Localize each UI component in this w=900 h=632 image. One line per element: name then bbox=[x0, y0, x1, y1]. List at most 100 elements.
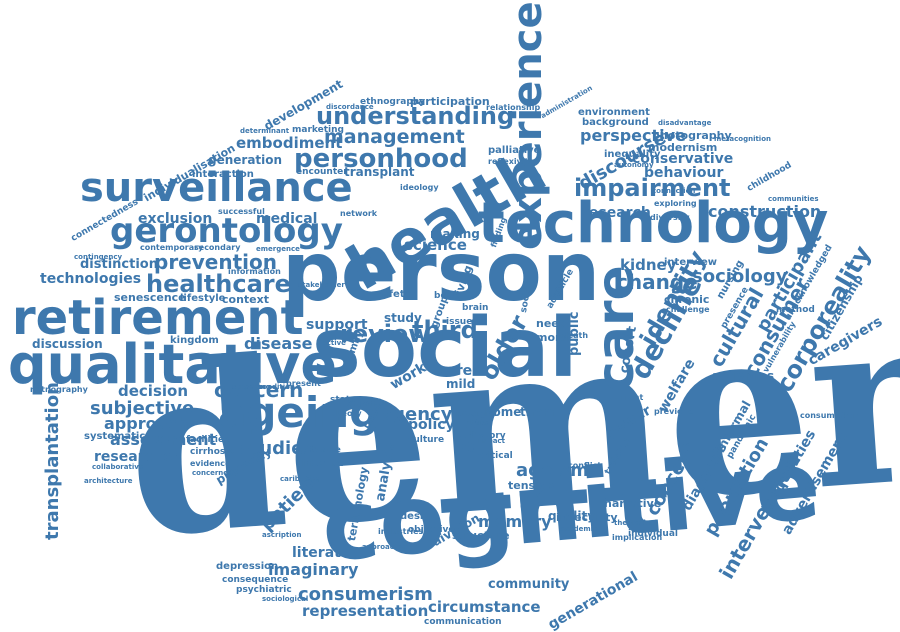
word-change: change bbox=[616, 270, 698, 294]
word-support: support bbox=[306, 317, 368, 333]
word-discordance: discordance bbox=[326, 103, 374, 111]
word-brain: brain bbox=[462, 303, 489, 313]
word-memory: memory bbox=[478, 512, 552, 531]
word-safety: safety bbox=[376, 289, 412, 300]
word-healthcare: healthcare bbox=[146, 270, 291, 298]
word-assessment: assessment bbox=[110, 430, 217, 449]
word-theme: theme bbox=[520, 405, 564, 419]
word-conservative: conservative bbox=[632, 151, 734, 167]
word-person: person bbox=[282, 225, 601, 320]
word-history: history bbox=[470, 431, 506, 441]
word-participation: participation bbox=[410, 95, 490, 108]
word-studies: studies bbox=[240, 438, 315, 459]
word-ethnography: ethnography bbox=[360, 97, 426, 107]
word-caribbean: caribbean bbox=[280, 475, 320, 483]
word-academic: academic bbox=[560, 525, 598, 533]
word-childhood: childhood bbox=[745, 160, 794, 194]
word-gerontology: gerontology bbox=[110, 211, 343, 251]
word-ageism: ageism bbox=[516, 460, 589, 481]
word-ideology: ideology bbox=[400, 183, 439, 192]
word-interaction: interaction bbox=[192, 169, 254, 180]
word-senescence: senescence bbox=[114, 291, 186, 304]
word-lifestyle: lifestyle bbox=[180, 293, 226, 304]
word-diversity: diversity bbox=[650, 213, 690, 222]
word-retirement: retirement bbox=[12, 290, 304, 346]
word-successful: successful bbox=[218, 207, 265, 216]
word-condition: condition bbox=[258, 383, 295, 391]
word-home: home bbox=[484, 405, 522, 419]
word-transplantation: transplantation bbox=[42, 382, 63, 540]
word-carer: carer bbox=[438, 363, 480, 379]
word-objective: objective bbox=[408, 525, 455, 535]
word-review: review bbox=[340, 320, 431, 348]
word-concerned: concerned bbox=[192, 469, 234, 477]
word-challenge: challenge bbox=[666, 305, 710, 314]
word-perspective: perspective bbox=[580, 126, 686, 145]
word-architecture: architecture bbox=[84, 477, 133, 485]
word-theoretical: theoretical bbox=[614, 519, 658, 527]
word-encounter: encounter bbox=[296, 167, 348, 177]
word-contingency: contingency bbox=[74, 253, 123, 261]
word-marketing: marketing bbox=[292, 125, 344, 135]
word-method: method bbox=[776, 305, 815, 315]
word-impact: impact bbox=[478, 437, 505, 445]
word-community: community bbox=[488, 577, 570, 592]
word-issue: issue bbox=[446, 317, 473, 327]
word-evidence: evidence bbox=[190, 459, 231, 468]
word-researcher: researcher bbox=[94, 449, 180, 465]
word-disease: disease bbox=[244, 334, 313, 353]
word-mild: mild bbox=[446, 377, 476, 391]
word-individual: individual bbox=[628, 529, 678, 539]
word-connection: connection bbox=[652, 187, 696, 195]
word-systematic: systematic bbox=[84, 431, 146, 442]
word-activities: activities bbox=[712, 369, 775, 383]
word-psychiatric: psychiatric bbox=[236, 585, 292, 595]
word-emergence: emergence bbox=[256, 245, 300, 253]
word-prevention: prevention bbox=[154, 250, 277, 274]
word-reflexivity: reflexivity bbox=[488, 157, 534, 166]
word-stakeholder: stakeholder bbox=[298, 281, 345, 289]
word-theory: theory bbox=[332, 409, 362, 418]
word-consumption: consumption bbox=[800, 411, 859, 420]
word-literature: literature bbox=[292, 545, 368, 561]
word-metacognition: metacognition bbox=[714, 135, 772, 143]
word-disadvantage: disadvantage bbox=[658, 119, 712, 127]
word-transplant: transplant bbox=[344, 165, 415, 179]
word-distinction: distinction bbox=[80, 257, 158, 272]
word-cirrhosis: cirrhosis bbox=[190, 447, 234, 457]
word-understanding: understanding bbox=[316, 102, 515, 130]
word-kingdom: kingdom bbox=[170, 335, 219, 346]
word-circumstance: circumstance bbox=[428, 598, 541, 616]
word-critical: critical bbox=[478, 451, 513, 461]
word-communication: communication bbox=[424, 617, 502, 627]
word-representation: representation bbox=[302, 602, 429, 620]
word-body: body bbox=[434, 291, 459, 301]
word-tension: tension bbox=[508, 479, 555, 492]
word-decision: decision bbox=[118, 382, 188, 400]
word-impairment: impairment bbox=[574, 174, 731, 202]
word-future: future bbox=[464, 419, 489, 427]
word-medical: medical bbox=[256, 211, 318, 227]
word-structure: structure bbox=[452, 529, 510, 542]
word-need: need bbox=[536, 317, 567, 330]
word-technologies: technologies bbox=[40, 271, 142, 287]
word-ageing: ageing bbox=[218, 388, 380, 437]
word-network: network bbox=[340, 209, 378, 218]
word-approach: approach bbox=[104, 414, 189, 433]
word-exclusion: exclusion bbox=[138, 211, 213, 227]
word-ascription: ascription bbox=[262, 531, 302, 539]
word-environment: environment bbox=[578, 107, 650, 118]
word-surveillance: surveillance bbox=[80, 165, 353, 211]
word-internet: internet bbox=[302, 459, 344, 469]
word-concern: concern bbox=[214, 378, 304, 402]
word-collaborative: collaborative bbox=[92, 463, 144, 471]
word-sociology: sociology bbox=[692, 266, 788, 287]
word-management: management bbox=[324, 126, 465, 148]
word-consequence: consequence bbox=[222, 575, 289, 585]
word-design: design bbox=[400, 511, 438, 522]
word-sociological: sociological bbox=[262, 595, 309, 603]
word-autonomy: autonomy bbox=[614, 161, 654, 169]
word-research: research bbox=[582, 205, 651, 221]
word-approaches: approaches bbox=[362, 543, 408, 551]
